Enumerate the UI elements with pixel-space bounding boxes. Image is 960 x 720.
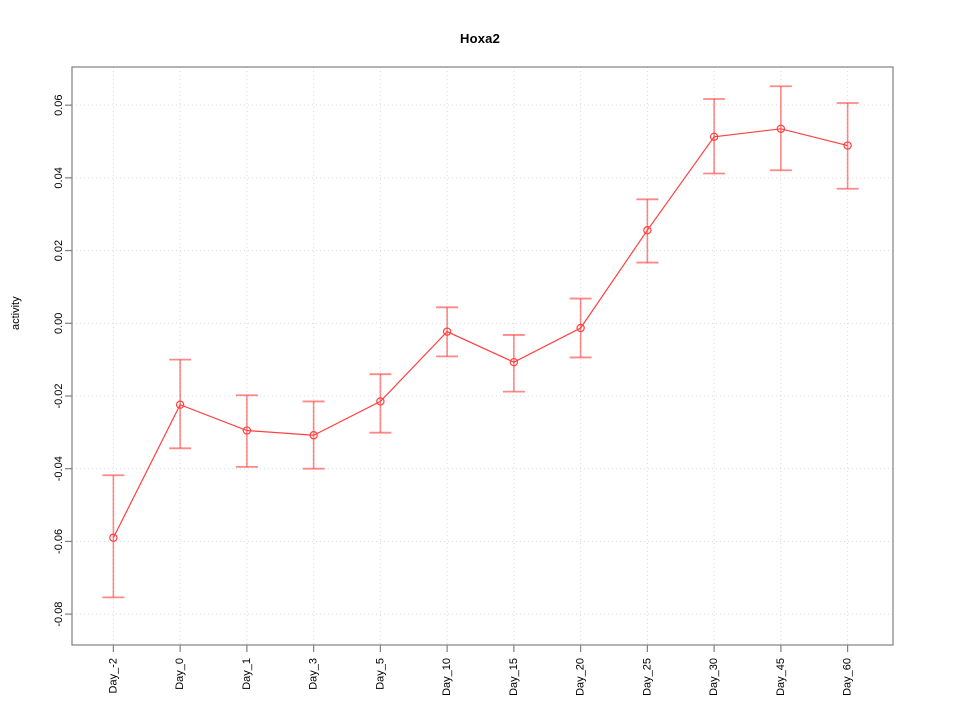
svg-text:Day_30: Day_30	[708, 658, 720, 696]
svg-text:Day_15: Day_15	[508, 658, 520, 696]
x-axis-ticks: Day_-2 Day_0 Day_1 Day_3 Day_5 Day_10 Day_15 Da…	[107, 645, 854, 696]
svg-text:0.04: 0.04	[53, 167, 65, 188]
chart-title: Hoxa2	[459, 31, 501, 46]
svg-text:0.06: 0.06	[53, 94, 65, 115]
svg-text:0.00: 0.00	[53, 313, 65, 334]
svg-text:-0.08: -0.08	[53, 602, 65, 627]
svg-text:-0.02: -0.02	[53, 383, 65, 408]
svg-text:0.02: 0.02	[53, 240, 65, 261]
grid-lines	[72, 67, 893, 645]
svg-text:Day_60: Day_60	[842, 658, 854, 696]
svg-text:Day_-2: Day_-2	[107, 658, 119, 693]
svg-text:-0.04: -0.04	[53, 456, 65, 481]
plot-axes	[71, 66, 894, 646]
svg-text:Day_3: Day_3	[308, 658, 320, 690]
svg-text:Day_0: Day_0	[174, 658, 186, 690]
svg-text:Day_1: Day_1	[241, 658, 253, 690]
svg-text:Day_45: Day_45	[775, 658, 787, 696]
svg-text:Day_25: Day_25	[641, 658, 653, 696]
y-axis-ticks: 0.06 0.04 0.02 0.00 -0.02 -0.04 -0.06 -0.08	[53, 94, 72, 627]
svg-text:-0.06: -0.06	[53, 529, 65, 554]
svg-text:Day_20: Day_20	[575, 658, 587, 696]
data-series-hoxa2	[102, 85, 859, 599]
svg-text:Day_5: Day_5	[374, 658, 386, 690]
svg-text:Day_10: Day_10	[441, 658, 453, 696]
